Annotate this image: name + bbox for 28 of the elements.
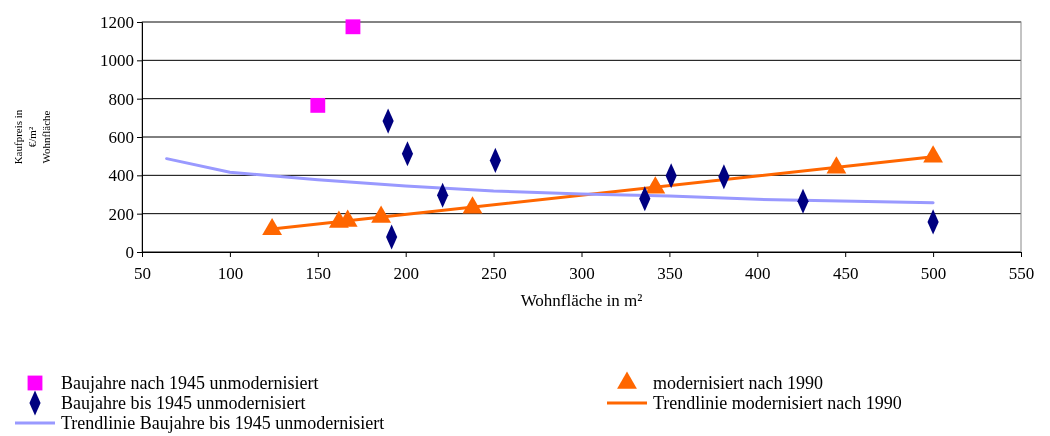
y-tick-label: 800: [108, 89, 134, 109]
x-tick-label: 450: [832, 263, 859, 283]
legend-label: Baujahre bis 1945 unmodernisiert: [61, 393, 306, 413]
x-tick-label: 150: [305, 263, 332, 283]
point: [345, 19, 361, 35]
x-tick-label: 500: [920, 263, 947, 283]
y-axis-title: Kaufpreis in €/m² Wohnfläche: [12, 109, 52, 165]
y-tick-label: 1000: [100, 51, 134, 71]
point: [310, 97, 326, 113]
x-tick-label: 400: [745, 263, 771, 283]
y-tick-label: 1200: [100, 12, 134, 32]
x-tick-label: 250: [481, 263, 507, 283]
y-tick-label: 400: [108, 166, 134, 186]
legend-label: Trendlinie modernisiert nach 1990: [653, 393, 902, 413]
x-tick-label: 200: [393, 263, 419, 283]
legend-label: modernisiert nach 1990: [653, 373, 823, 393]
x-tick-label: 550: [1008, 263, 1035, 283]
x-tick-label: 50: [134, 263, 151, 283]
x-axis-title: Wohnfläche in m²: [520, 291, 643, 310]
line-series: [165, 157, 935, 205]
x-tick-label: 350: [657, 263, 683, 283]
legend-label: Trendlinie Baujahre bis 1945 unmodernisiert: [61, 413, 385, 433]
x-tick-label: 100: [217, 263, 244, 283]
y-tick-label: 600: [108, 127, 134, 147]
y-tick-label: 0: [125, 242, 134, 262]
y-tick-label: 200: [108, 204, 134, 224]
legend-label: Baujahre nach 1945 unmodernisiert: [61, 373, 319, 393]
x-tick-label: 300: [569, 263, 595, 283]
